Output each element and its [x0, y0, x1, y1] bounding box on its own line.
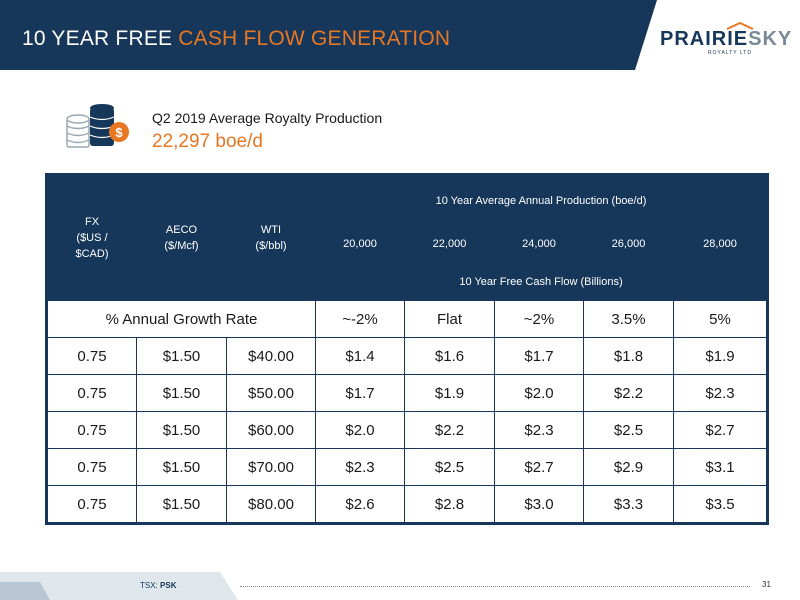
- fcf-cell: $2.6: [315, 485, 405, 523]
- footer-divider: [240, 586, 750, 587]
- growth-rate-row: % Annual Growth Rate ~-2% Flat ~2% 3.5% …: [47, 300, 767, 338]
- table-row: 0.75 $1.50 $40.00 $1.4 $1.6 $1.7 $1.8 $1…: [47, 337, 767, 375]
- header-free-cash-flow: 10 Year Free Cash Flow (Billions): [315, 262, 767, 301]
- production-level: 28,000: [673, 225, 767, 263]
- fcf-cell: $2.2: [404, 411, 495, 449]
- fcf-cell: $2.2: [583, 374, 674, 412]
- growth-rate: Flat: [404, 300, 495, 338]
- production-level: 22,000: [404, 225, 495, 263]
- header-aeco: AECO ($/Mcf): [136, 175, 227, 301]
- company-logo: PRAIRIESKY ROYALTY LTD: [660, 22, 791, 60]
- aeco-cell: $1.50: [136, 485, 227, 523]
- fcf-cell: $1.9: [673, 337, 767, 375]
- table-row: 0.75 $1.50 $60.00 $2.0 $2.2 $2.3 $2.5 $2…: [47, 411, 767, 449]
- fx-cell: 0.75: [47, 411, 137, 449]
- wti-cell: $40.00: [226, 337, 316, 375]
- ticker-symbol: TSX: PSK: [140, 581, 176, 590]
- fcf-cell: $2.3: [494, 411, 584, 449]
- fcf-cell: $2.7: [494, 448, 584, 486]
- fx-cell: 0.75: [47, 485, 137, 523]
- wti-cell: $80.00: [226, 485, 316, 523]
- footer-accent: [0, 582, 50, 600]
- svg-text:$: $: [115, 125, 123, 140]
- production-level: 24,000: [494, 225, 584, 263]
- roof-icon: [726, 22, 754, 30]
- ticker-value: PSK: [160, 581, 177, 590]
- title-main: 10 YEAR FREE: [22, 27, 179, 50]
- growth-rate-label: % Annual Growth Rate: [47, 300, 316, 338]
- logo-word-2: SKY: [748, 28, 793, 50]
- fcf-cell: $2.9: [583, 448, 674, 486]
- fcf-cell: $1.6: [404, 337, 495, 375]
- production-level: 26,000: [583, 225, 674, 263]
- table-row: 0.75 $1.50 $50.00 $1.7 $1.9 $2.0 $2.2 $2…: [47, 374, 767, 412]
- table-row: 0.75 $1.50 $70.00 $2.3 $2.5 $2.7 $2.9 $3…: [47, 448, 767, 486]
- growth-rate: 3.5%: [583, 300, 674, 338]
- growth-rate: ~-2%: [315, 300, 405, 338]
- coins-dollar-icon: $: [66, 104, 129, 148]
- fcf-cell: $2.3: [315, 448, 405, 486]
- fcf-cell: $2.5: [404, 448, 495, 486]
- fx-cell: 0.75: [47, 448, 137, 486]
- logo-word-1: PRAIRIE: [660, 28, 749, 50]
- table-row: 0.75 $1.50 $80.00 $2.6 $2.8 $3.0 $3.3 $3…: [47, 485, 767, 523]
- fcf-cell: $1.7: [315, 374, 405, 412]
- fcf-cell: $2.3: [673, 374, 767, 412]
- wti-cell: $70.00: [226, 448, 316, 486]
- header-fx: FX ($US / $CAD): [47, 175, 137, 301]
- logo-subtitle: ROYALTY LTD: [708, 50, 752, 56]
- fcf-cell: $1.7: [494, 337, 584, 375]
- fcf-cell: $3.1: [673, 448, 767, 486]
- title-accent: CASH FLOW GENERATION: [178, 27, 451, 50]
- fcf-cell: $3.5: [673, 485, 767, 523]
- wti-cell: $50.00: [226, 374, 316, 412]
- production-label: Q2 2019 Average Royalty Production: [152, 110, 383, 126]
- growth-rate: ~2%: [494, 300, 584, 338]
- ticker-label: TSX:: [140, 581, 158, 590]
- aeco-cell: $1.50: [136, 337, 227, 375]
- header-production: 10 Year Average Annual Production (boe/d…: [315, 175, 767, 226]
- fcf-cell: $1.4: [315, 337, 405, 375]
- logo-word: PRAIRIESKY: [660, 28, 792, 51]
- fcf-cell: $2.0: [494, 374, 584, 412]
- aeco-cell: $1.50: [136, 411, 227, 449]
- fcf-cell: $1.8: [583, 337, 674, 375]
- production-level: 20,000: [315, 225, 405, 263]
- fcf-cell: $2.8: [404, 485, 495, 523]
- growth-rate: 5%: [673, 300, 767, 338]
- fcf-cell: $2.7: [673, 411, 767, 449]
- fx-cell: 0.75: [47, 337, 137, 375]
- fcf-cell: $2.0: [315, 411, 405, 449]
- aeco-cell: $1.50: [136, 448, 227, 486]
- page-number: 31: [762, 580, 771, 589]
- header-wti: WTI ($/bbl): [226, 175, 316, 301]
- aeco-cell: $1.50: [136, 374, 227, 412]
- page-title: 10 YEAR FREE CASH FLOW GENERATION: [22, 27, 450, 51]
- logo-panel: [635, 0, 800, 70]
- cash-flow-table: FX ($US / $CAD) AECO ($/Mcf) WTI ($/bbl)…: [45, 173, 769, 525]
- fcf-cell: $3.3: [583, 485, 674, 523]
- fcf-cell: $3.0: [494, 485, 584, 523]
- fcf-cell: $1.9: [404, 374, 495, 412]
- production-value: 22,297 boe/d: [152, 131, 263, 152]
- wti-cell: $60.00: [226, 411, 316, 449]
- fcf-cell: $2.5: [583, 411, 674, 449]
- fx-cell: 0.75: [47, 374, 137, 412]
